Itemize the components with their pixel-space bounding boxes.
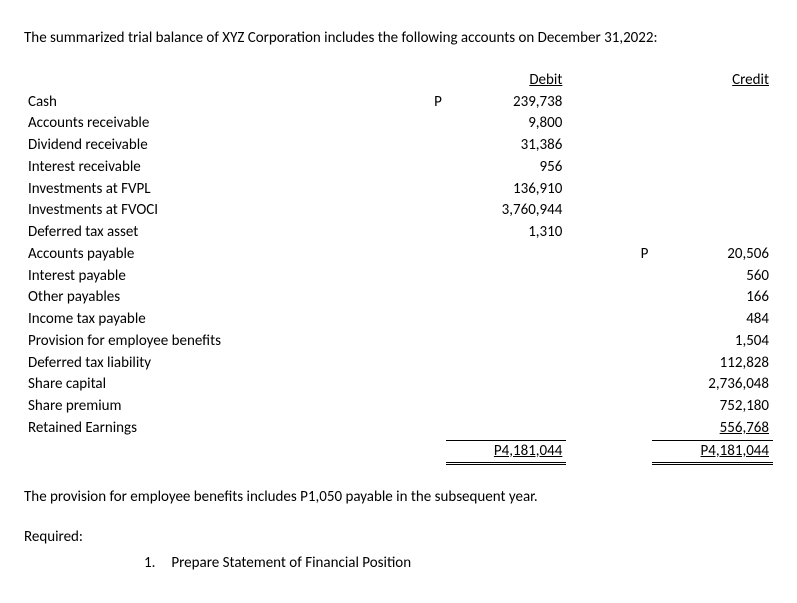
intro-text: The summarized trial balance of XYZ Corp… [24,28,773,50]
required-item-num: 1. [144,553,168,575]
label: Cash [24,92,411,114]
total-debit: P4,181,044 [446,440,567,464]
debit-header: Debit [446,70,567,92]
row-share-prem: Share premium 752,180 [24,396,773,418]
row-share-cap: Share capital 2,736,048 [24,374,773,396]
row-div-rec: Dividend receivable 31,386 [24,135,773,157]
note-text: The provision for employee benefits incl… [24,487,773,509]
row-re: Retained Earnings 556,768 [24,418,773,440]
row-dtl: Deferred tax liability 112,828 [24,353,773,375]
row-cash: Cash P 239,738 [24,92,773,114]
header-row: Debit Credit [24,70,773,92]
row-inc-tax: Income tax payable 484 [24,309,773,331]
required-item-1: 1. Prepare Statement of Financial Positi… [24,553,773,575]
label: Accounts receivable [24,113,411,135]
credit-val [652,92,773,114]
row-ap: Accounts payable P 20,506 [24,244,773,266]
debit-val: 239,738 [446,92,567,114]
required-item-text: Prepare Statement of Financial Position [171,554,411,572]
total-credit: P4,181,044 [652,440,773,464]
row-int-rec: Interest receivable 956 [24,157,773,179]
row-ar: Accounts receivable 9,800 [24,113,773,135]
row-other-pay: Other payables 166 [24,287,773,309]
row-dta: Deferred tax asset 1,310 [24,222,773,244]
required-label: Required: [24,527,773,549]
row-fvpl: Investments at FVPL 136,910 [24,179,773,201]
trial-balance-table: Debit Credit Cash P 239,738 Accounts rec… [24,70,773,466]
credit-header: Credit [652,70,773,92]
row-totals: P4,181,044 P4,181,044 [24,440,773,464]
debit-sym: P [411,92,445,114]
row-prov-emp: Provision for employee benefits 1,504 [24,331,773,353]
row-int-pay: Interest payable 560 [24,266,773,288]
row-fvoci: Investments at FVOCI 3,760,944 [24,200,773,222]
credit-sym [618,92,652,114]
